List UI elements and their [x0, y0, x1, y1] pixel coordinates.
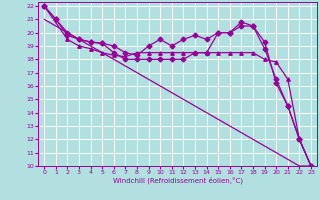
X-axis label: Windchill (Refroidissement éolien,°C): Windchill (Refroidissement éolien,°C)	[113, 177, 243, 184]
